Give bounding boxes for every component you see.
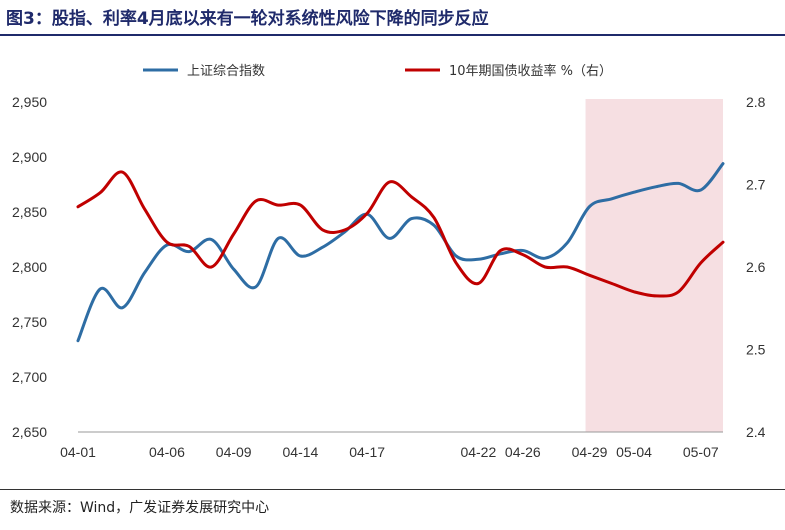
y-right-tick-label: 2.7 [746, 177, 766, 193]
source-note: 数据来源：Wind，广发证券发展研究中心 [10, 500, 270, 516]
y-left-tick-label: 2,900 [12, 149, 47, 165]
y-left-tick-label: 2,850 [12, 204, 47, 220]
x-tick-label: 04-14 [283, 444, 319, 460]
series-line-bond-yield [76, 170, 725, 298]
x-tick-label: 05-04 [616, 444, 652, 460]
series-line-shanghai-index [76, 162, 725, 343]
y-right-tick-label: 2.5 [746, 342, 766, 358]
footer-rule [0, 489, 785, 490]
line-chart: 2,650 2,700 2,750 2,800 2,850 2,900 2,950 2.4 2.… [12, 63, 766, 460]
y-left-tick-label: 2,800 [12, 259, 47, 275]
legend-label-shanghai-index: 上证综合指数 [187, 64, 265, 79]
figure-title: 图3：股指、利率4月底以来有一轮对系统性风险下降的同步反应 [6, 9, 489, 29]
x-tick-label: 04-26 [505, 444, 541, 460]
y-left-tick-label: 2,700 [12, 369, 47, 385]
series-layer [76, 162, 725, 343]
x-tick-label: 04-06 [149, 444, 185, 460]
y-right-tick-label: 2.4 [746, 424, 766, 440]
x-tick-label: 05-07 [683, 444, 719, 460]
axes-layer: 2,650 2,700 2,750 2,800 2,850 2,900 2,950 2.4 2.… [12, 94, 766, 460]
y-left-tick-label: 2,750 [12, 314, 47, 330]
legend-label-bond-yield: 10年期国债收益率 %（右） [449, 63, 612, 79]
y-left-tick-label: 2,650 [12, 424, 47, 440]
x-tick-label: 04-17 [349, 444, 385, 460]
y-right-tick-label: 2.8 [746, 94, 766, 110]
highlight-band-layer [585, 99, 723, 432]
x-tick-label: 04-01 [60, 444, 96, 460]
y-left-tick-label: 2,950 [12, 94, 47, 110]
legend: 上证综合指数 10年期国债收益率 %（右） [143, 63, 612, 79]
x-tick-label: 04-29 [572, 444, 608, 460]
title-rule [0, 34, 785, 36]
y-right-tick-label: 2.6 [746, 259, 766, 275]
x-tick-label: 04-09 [216, 444, 252, 460]
x-tick-label: 04-22 [460, 444, 496, 460]
highlight-band [585, 99, 723, 432]
